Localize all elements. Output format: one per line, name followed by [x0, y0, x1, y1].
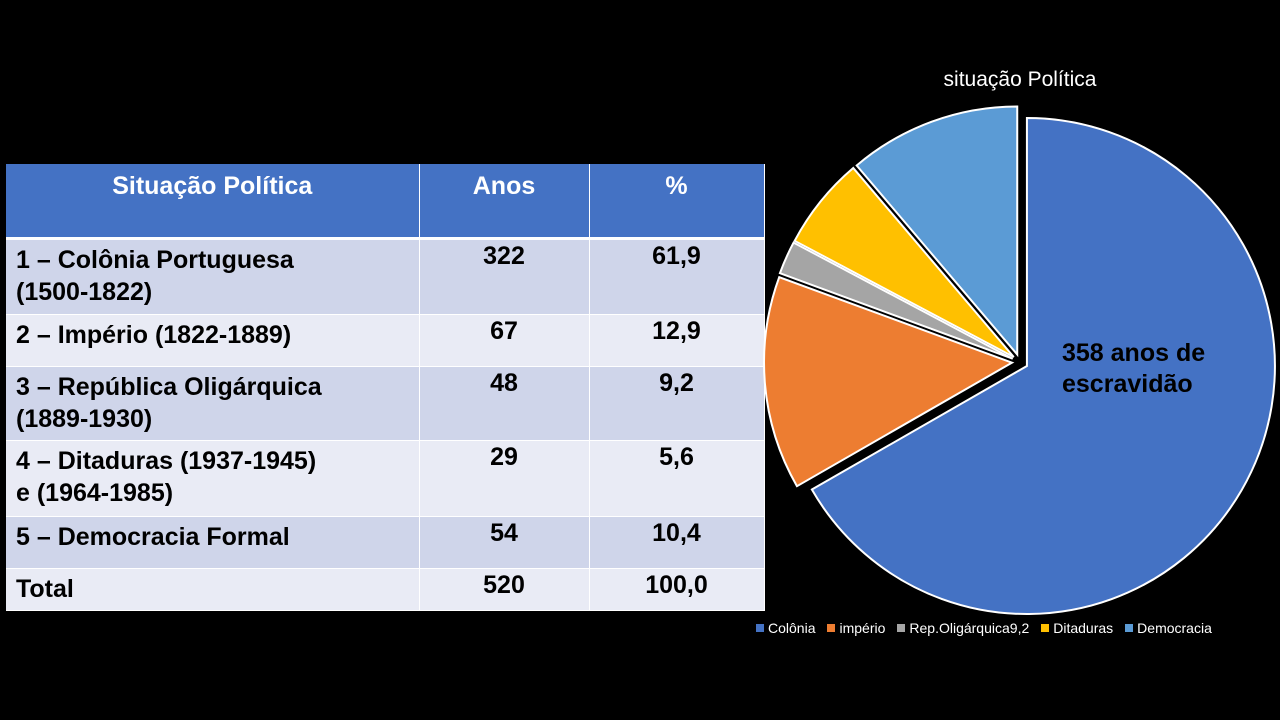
- pie-slice-4: [793, 166, 1015, 358]
- pie-slice-2: [763, 275, 1015, 488]
- header-years: Anos: [419, 164, 590, 240]
- row-name-line1: 4 – Ditaduras (1937-1945): [16, 446, 317, 475]
- row-name-line2: e (1964-1985): [16, 478, 174, 507]
- legend-label: Democracia: [1137, 620, 1212, 636]
- row-name-line1: 5 – Democracia Formal: [16, 522, 290, 551]
- legend-label: império: [839, 620, 886, 636]
- legend-label: Ditaduras: [1053, 620, 1114, 636]
- legend-item: Ditaduras: [1041, 619, 1113, 637]
- row-name-cell: 1 – Colônia Portuguesa (1500-1822): [6, 238, 420, 315]
- legend-swatch: [897, 624, 906, 632]
- table-row: 1 – Colônia Portuguesa (1500-1822) 322 6…: [6, 238, 765, 315]
- row-name-cell: 5 – Democracia Formal: [6, 516, 420, 569]
- row-years: 67: [419, 314, 590, 367]
- row-name-cell: 2 – Império (1822-1889): [6, 314, 420, 367]
- table-row: 3 – República Oligárquica (1889-1930) 48…: [6, 366, 765, 441]
- legend-swatch: [1041, 624, 1050, 632]
- table-row: 2 – Império (1822-1889) 67 12,9: [6, 314, 765, 367]
- table-header-row: Situação Política Anos %: [6, 164, 765, 240]
- row-percent: 61,9: [589, 238, 765, 315]
- total-label: Total: [6, 568, 420, 611]
- table-row: 4 – Ditaduras (1937-1945) e (1964-1985) …: [6, 440, 765, 517]
- row-percent: 5,6: [589, 440, 765, 517]
- legend-swatch: [1125, 624, 1134, 632]
- row-years: 48: [419, 366, 590, 441]
- total-percent: 100,0: [589, 568, 765, 611]
- header-situation: Situação Política: [6, 164, 420, 240]
- row-name-cell: 4 – Ditaduras (1937-1945) e (1964-1985): [6, 440, 420, 517]
- annotation-line2: escravidão: [1062, 370, 1193, 398]
- data-table-container: Situação Política Anos % 1 – Colônia Por…: [6, 164, 765, 611]
- chart-legend: Colônia império Rep.Oligárquica9,2 Ditadura…: [756, 619, 1224, 637]
- table-total-row: Total 520 100,0: [6, 568, 765, 611]
- total-years: 520: [419, 568, 590, 611]
- slice-annotation: 358 anos de escravidão: [1062, 338, 1252, 400]
- header-percent: %: [589, 164, 765, 240]
- table-row: 5 – Democracia Formal 54 10,4: [6, 516, 765, 569]
- pie-chart: [763, 105, 1276, 616]
- row-name-line2: (1500-1822): [16, 277, 153, 306]
- annotation-line1: 358 anos de: [1062, 339, 1206, 367]
- chart-title: situação Política: [943, 68, 1097, 91]
- pie-slice-5: [855, 105, 1019, 358]
- legend-item: Colônia: [756, 619, 815, 637]
- row-years: 54: [419, 516, 590, 569]
- row-percent: 10,4: [589, 516, 765, 569]
- row-name-line1: 3 – República Oligárquica: [16, 372, 322, 401]
- legend-swatch: [756, 624, 764, 632]
- legend-item: Rep.Oligárquica9,2: [897, 619, 1029, 637]
- row-name-cell: 3 – República Oligárquica (1889-1930): [6, 366, 420, 441]
- political-situation-table: Situação Política Anos % 1 – Colônia Por…: [6, 164, 765, 611]
- legend-item: império: [827, 619, 885, 637]
- legend-label: Colônia: [768, 620, 816, 636]
- row-years: 29: [419, 440, 590, 517]
- row-name-line1: 1 – Colônia Portuguesa: [16, 245, 294, 274]
- row-percent: 12,9: [589, 314, 765, 367]
- row-years: 322: [419, 238, 590, 315]
- legend-item: Democracia: [1125, 619, 1212, 637]
- row-name-line2: (1889-1930): [16, 404, 153, 433]
- legend-swatch: [827, 624, 836, 632]
- row-percent: 9,2: [589, 366, 765, 441]
- pie-slice-3: [778, 241, 1014, 360]
- legend-label: Rep.Oligárquica9,2: [909, 620, 1030, 636]
- pie-slice-1: [810, 117, 1276, 616]
- row-name-line1: 2 – Império (1822-1889): [16, 320, 292, 349]
